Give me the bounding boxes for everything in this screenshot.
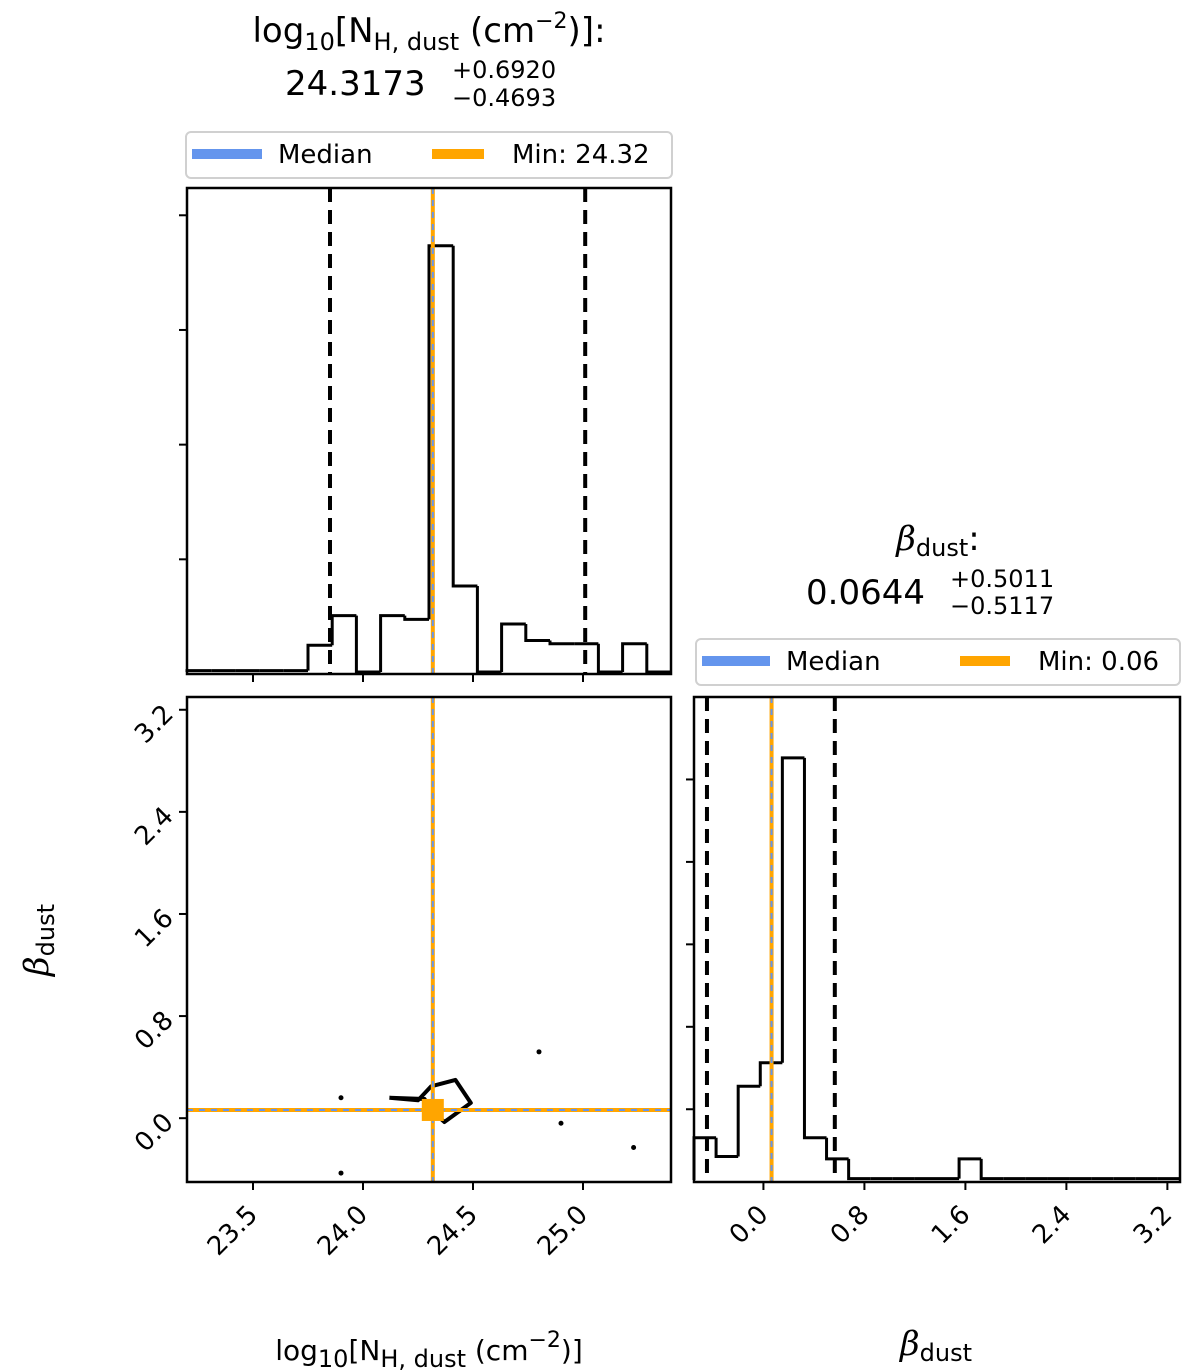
histogram-bar [802,757,827,1140]
histogram-bar [330,614,357,646]
y-tick-label: 1.6 [129,903,179,953]
histogram-bar [825,1137,849,1161]
y-tick-label: 0.8 [129,1005,179,1055]
histogram-bar [354,615,381,674]
x-tick-label: 23.5 [202,1200,264,1262]
y-axis-label-beta: βdust [17,904,60,978]
histogram-bar [500,622,526,672]
histogram-bar [475,585,502,674]
histogram-bar [185,669,212,673]
beta-legend-min-label: Min: 0.06 [1038,647,1159,677]
panel-frame [185,695,673,1184]
joint-scatter-panel: 23.5 24.0 24.5 25.0 0.0 0.8 1.6 2.4 3.2 [129,695,673,1262]
histogram-bar [548,640,575,646]
histogram-bar [736,1084,761,1157]
x-tick-label: 25.0 [532,1200,594,1262]
beta-histogram-panel: 0.0 0.8 1.6 2.4 3.2 [686,695,1182,1250]
histogram-bar [451,245,478,588]
histogram-bar [957,1157,982,1179]
x-tick-label: 24.0 [312,1200,374,1262]
histogram-bar [524,624,550,643]
x-tick-label: 0.8 [825,1200,875,1250]
x-axis-label-nh: log10[NH, dust (cm−2)] [275,1328,583,1371]
x-tick-label: 24.5 [422,1200,484,1262]
nh-legend-min-label: Min: 24.32 [512,140,650,170]
histogram-bar [847,1158,871,1181]
x-axis-label-beta: βdust [898,1324,972,1367]
nh-legend: Median Min: 24.32 [185,131,673,179]
beta-panel-title: βdust: [894,519,979,562]
histogram-bar [596,643,623,674]
histogram-bar [379,614,405,672]
nh-histogram-panel [179,186,673,682]
min-marker [421,1098,444,1121]
nh-legend-median-label: Median [278,140,373,170]
beta-panel-value: 0.0644 [806,573,925,613]
x-tick-label: 1.6 [926,1200,976,1250]
histogram-bar [645,643,671,674]
beta-panel-err-minus: −0.5117 [950,592,1054,620]
panel-frame [185,186,673,676]
beta-legend: Median Min: 0.06 [695,638,1181,686]
nh-panel-err-plus: +0.6920 [452,56,556,84]
histogram-bar [427,244,454,620]
x-tick-label: 3.2 [1128,1200,1178,1250]
histogram-bar [758,1061,783,1087]
histogram-bar [621,642,647,672]
x-tick-label: 2.4 [1027,1200,1077,1250]
scatter-point [536,1049,542,1055]
y-tick-label: 0.0 [129,1108,179,1158]
y-tick-label: 3.2 [129,699,179,749]
scatter-point [558,1120,564,1126]
beta-panel-err-plus: +0.5011 [950,565,1054,593]
panel-frame [692,695,1182,1184]
beta-legend-median-label: Median [786,647,881,677]
histogram-bar [306,643,333,671]
histogram-bar [714,1137,739,1159]
scatter-point [338,1170,344,1176]
histogram-bar [780,756,805,1063]
nh-panel-value: 24.3173 [285,64,426,104]
histogram-bar [979,1158,1004,1181]
y-tick-label: 2.4 [129,801,179,851]
histogram-bar [403,615,429,621]
nh-panel-err-minus: −0.4693 [452,84,556,112]
x-tick-label: 0.0 [724,1200,774,1250]
scatter-point [338,1095,344,1101]
nh-panel-title: log10[NH, dust (cm−2)]: [252,9,605,56]
scatter-point [631,1145,637,1151]
